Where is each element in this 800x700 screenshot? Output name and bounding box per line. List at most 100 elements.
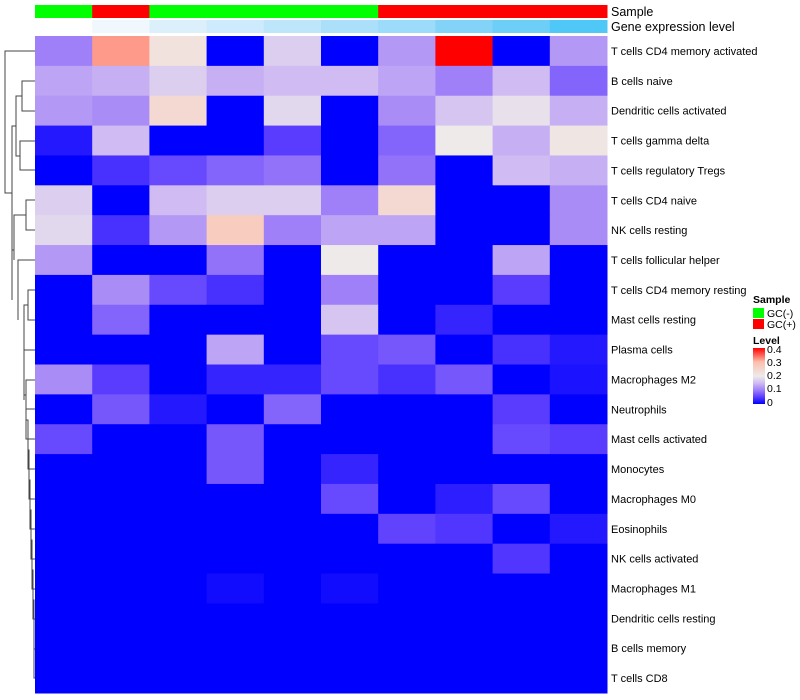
heatmap-cell <box>206 513 265 545</box>
heatmap-cell <box>206 95 265 127</box>
heatmap-cell <box>549 334 608 365</box>
heatmap-cell <box>149 155 208 186</box>
heatmap-cell <box>378 95 436 127</box>
heatmap-cell <box>263 245 322 276</box>
heatmap-cell <box>149 454 208 485</box>
heatmap-cell <box>92 125 150 156</box>
heatmap-cell <box>378 274 436 306</box>
heatmap-cell <box>492 95 551 127</box>
heatmap-cell <box>492 36 551 67</box>
sample-annotation-cell <box>321 5 379 18</box>
heatmap-cell <box>321 543 379 575</box>
heatmap-cell <box>435 454 494 485</box>
row-label: Neutrophils <box>611 404 667 416</box>
heatmap-cell <box>378 245 436 276</box>
heatmap-cell <box>321 65 379 97</box>
heatmap-cell <box>378 394 436 425</box>
legend-tick-0: 0 <box>767 397 773 409</box>
heatmap-cell <box>321 573 379 604</box>
heatmap-cell <box>435 543 494 575</box>
heatmap-cell <box>378 36 436 67</box>
heatmap-cell <box>321 125 379 156</box>
heatmap-cell <box>149 603 208 634</box>
heatmap-cell <box>492 65 551 97</box>
heatmap-cell <box>206 36 265 67</box>
row-label: T cells CD4 memory activated <box>611 46 758 58</box>
heatmap-cell <box>35 394 93 425</box>
heatmap-cell <box>378 454 436 485</box>
sample-annotation-cell <box>92 5 150 18</box>
heatmap-cell <box>35 125 93 156</box>
heatmap-cell <box>92 543 150 575</box>
heatmap-cell <box>149 483 208 515</box>
heatmap-cell <box>321 663 379 694</box>
row-label: Monocytes <box>611 464 665 476</box>
row-label: Mast cells activated <box>611 434 707 446</box>
heatmap-cell <box>263 155 322 186</box>
heatmap-cell <box>206 215 265 246</box>
heatmap-cell <box>206 603 265 634</box>
heatmap-cell <box>435 155 494 186</box>
heatmap-cell <box>35 36 93 67</box>
heatmap-cell <box>549 573 608 604</box>
heatmap-cell <box>549 274 608 306</box>
heatmap-cell <box>492 454 551 485</box>
heatmap-cell <box>149 573 208 604</box>
heatmap-cell <box>492 185 551 216</box>
heatmap-cell <box>549 663 608 694</box>
heatmap-cell <box>549 304 608 336</box>
heatmap-cell <box>92 155 150 186</box>
heatmap-cell <box>435 334 494 365</box>
heatmap-cell <box>378 304 436 336</box>
heatmap-cell <box>263 454 322 485</box>
gene-expression-annotation-cell <box>263 20 322 33</box>
heatmap-cell <box>492 633 551 664</box>
heatmap-cell <box>206 125 265 156</box>
heatmap-cell <box>92 513 150 545</box>
legend-swatch-gc-pos <box>753 319 764 329</box>
legend-label-gc-neg: GC(-) <box>767 308 793 320</box>
heatmap-cell <box>549 454 608 485</box>
heatmap-cell <box>378 185 436 216</box>
gene-expression-annotation-cell <box>321 20 379 33</box>
row-label: T cells regulatory Tregs <box>611 165 726 177</box>
heatmap-cell <box>92 304 150 336</box>
heatmap-cell <box>149 334 208 365</box>
heatmap-cell <box>549 215 608 246</box>
heatmap-cell <box>206 334 265 365</box>
sample-annotation-cell <box>492 5 551 18</box>
row-label: Plasma cells <box>611 345 673 357</box>
heatmap-cell <box>435 573 494 604</box>
heatmap-cell <box>435 274 494 306</box>
heatmap-cell <box>378 663 436 694</box>
heatmap-cell <box>492 424 551 455</box>
heatmap-cell <box>149 543 208 575</box>
heatmap-cell <box>149 364 208 395</box>
legend-swatch-gc-neg <box>753 308 764 318</box>
heatmap-cell <box>492 274 551 306</box>
heatmap-cell <box>321 454 379 485</box>
row-label: T cells gamma delta <box>611 136 710 148</box>
heatmap-cell <box>263 364 322 395</box>
legend-tick-0.4: 0.4 <box>767 344 782 356</box>
gene-expression-annotation-label: Gene expression level <box>611 20 735 34</box>
legend-tick-0.2: 0.2 <box>767 370 782 382</box>
heatmap-cell <box>378 334 436 365</box>
heatmap-cell <box>263 65 322 97</box>
heatmap-cell <box>549 424 608 455</box>
row-label: Dendritic cells resting <box>611 613 716 625</box>
heatmap-cell <box>321 185 379 216</box>
gene-expression-annotation-cell <box>149 20 208 33</box>
row-label: T cells CD4 memory resting <box>611 285 747 297</box>
row-dendrogram <box>4 50 35 679</box>
row-label: T cells follicular helper <box>611 255 720 267</box>
heatmap-cell <box>378 543 436 575</box>
heatmap-cell <box>206 304 265 336</box>
heatmap-cell <box>35 543 93 575</box>
legend-sample-title: Sample <box>753 294 791 306</box>
heatmap-cells <box>35 36 608 694</box>
heatmap-cell <box>378 603 436 634</box>
heatmap-cell <box>92 364 150 395</box>
heatmap-cell <box>92 424 150 455</box>
heatmap-cell <box>549 603 608 634</box>
